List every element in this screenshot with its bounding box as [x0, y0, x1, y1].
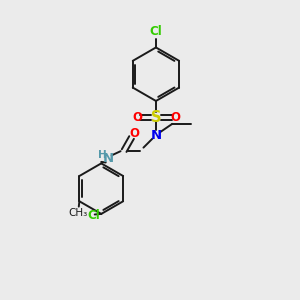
Text: Cl: Cl	[150, 25, 162, 38]
Text: CH₃: CH₃	[68, 208, 88, 218]
Text: O: O	[129, 128, 139, 140]
Text: O: O	[132, 111, 142, 124]
Text: S: S	[151, 110, 161, 125]
Text: N: N	[103, 152, 114, 165]
Text: H: H	[98, 150, 106, 160]
Text: O: O	[170, 111, 180, 124]
Text: N: N	[150, 129, 161, 142]
Text: Cl: Cl	[87, 209, 100, 222]
